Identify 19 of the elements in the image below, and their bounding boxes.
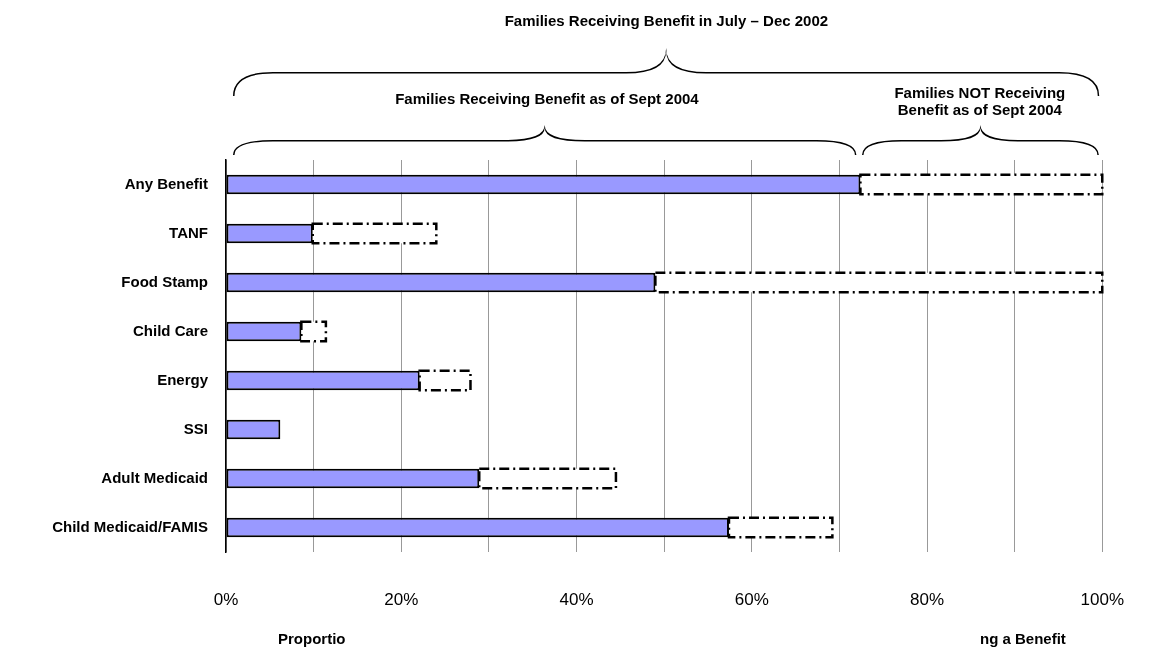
text: Proportio <box>278 630 346 647</box>
y-tick-label: Adult Medicaid <box>101 468 208 486</box>
text: Families Receiving Benefit as of Sept 2004 <box>395 90 699 107</box>
x-tick-label: 0% <box>213 589 239 609</box>
chart-title: Families Receiving Benefit in July – Dec 2002 <box>504 12 829 29</box>
x-tick-label: 100% <box>1080 589 1124 609</box>
x-tick-label: 20% <box>384 589 419 609</box>
y-tick-label: Any Benefit <box>124 174 208 192</box>
y-tick-label: SSI <box>183 419 208 437</box>
x-tick-label: 40% <box>559 589 594 609</box>
y-tick-label: TANF <box>169 223 208 241</box>
y-tick-label: Food Stamp <box>121 272 208 290</box>
y-tick-label: Child Medicaid/FAMIS <box>52 517 208 535</box>
text: ng a Benefit <box>980 630 1066 647</box>
x-tick-label: 60% <box>734 589 769 609</box>
text: Families NOT Receiving Benefit as of Sept 2004 <box>893 84 1067 118</box>
y-tick-label: Energy <box>157 370 209 388</box>
x-tick-label: 80% <box>909 589 945 609</box>
y-tick-label: Child Care <box>132 321 208 339</box>
